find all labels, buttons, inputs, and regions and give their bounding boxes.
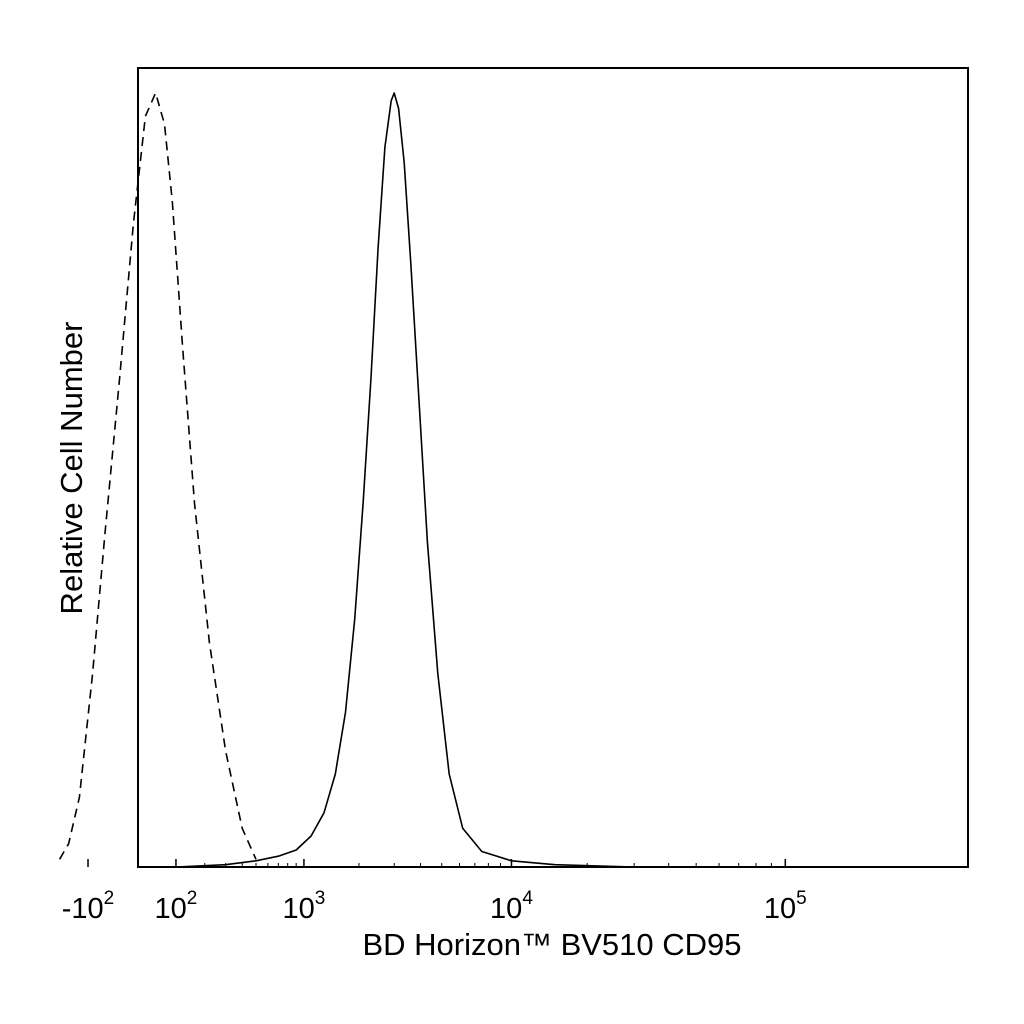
x-tick-labels: -102 102 103 104 105	[62, 888, 807, 925]
x-tick-label: 102	[155, 888, 198, 925]
plot-frame	[137, 67, 969, 868]
stained-sample-curve	[175, 92, 635, 868]
isotype-control-curve	[58, 92, 257, 860]
series-group	[58, 92, 635, 868]
x-tick-label: 104	[490, 888, 533, 925]
x-tick-label: -102	[62, 888, 115, 925]
x-tick-label: 103	[283, 888, 326, 925]
x-tick-label: 105	[764, 888, 807, 925]
y-axis-label: Relative Cell Number	[54, 322, 89, 615]
x-axis-label: BD Horizon™ BV510 CD95	[362, 927, 741, 962]
